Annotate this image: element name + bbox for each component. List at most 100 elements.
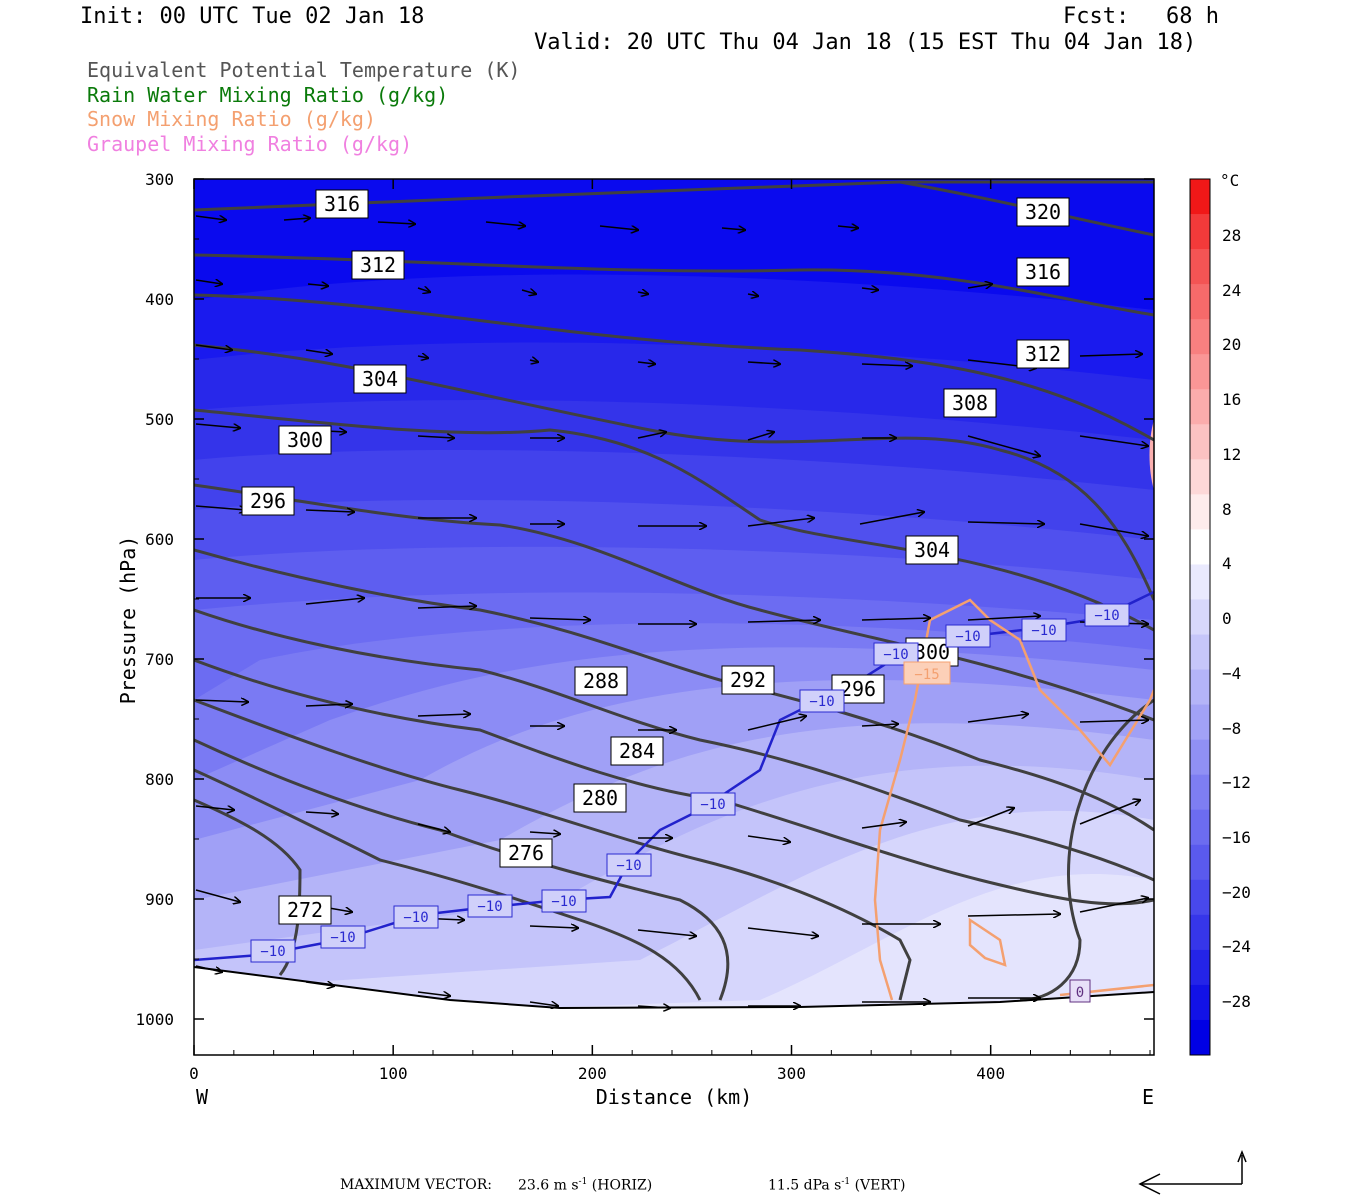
- wind-vector: [417, 992, 450, 996]
- colorbar-swatch: [1190, 879, 1210, 916]
- wind-vector: [967, 808, 1014, 827]
- colorbar-tick-label: 4: [1222, 554, 1232, 573]
- legend-snow: Snow Mixing Ratio (g/kg): [87, 107, 376, 131]
- y-tick-label: 300: [145, 170, 174, 189]
- wind-vector: [305, 510, 354, 512]
- svg-text:276: 276: [508, 841, 544, 865]
- init-time: Init: 00 UTC Tue 02 Jan 18: [80, 4, 425, 29]
- svg-text:280: 280: [582, 786, 618, 810]
- wind-vector: [967, 284, 992, 288]
- wind-vector: [599, 225, 638, 230]
- svg-text:292: 292: [730, 668, 766, 692]
- y-tick-label: 600: [145, 530, 174, 549]
- wind-vector: [637, 362, 655, 364]
- wind-vector: [417, 823, 450, 832]
- zero-contour-label: 0: [1069, 979, 1091, 1003]
- reference-vector-icon: [1138, 1149, 1247, 1195]
- theta-e-label: 276: [499, 838, 553, 868]
- colorbar-swatch: [1190, 459, 1210, 495]
- colorbar-swatch: [1190, 599, 1210, 636]
- wind-vector: [195, 280, 222, 284]
- colorbar-tick-label: −12: [1222, 773, 1251, 792]
- legend-graupel: Graupel Mixing Ratio (g/kg): [87, 132, 413, 156]
- colorbar-swatch: [1190, 284, 1210, 320]
- wind-vector: [747, 716, 806, 731]
- svg-text:−10: −10: [330, 930, 355, 946]
- max-vector-vert: 11.5 dPa s-1 (VERT): [768, 1177, 906, 1194]
- colorbar-tick-label: −16: [1222, 828, 1251, 847]
- svg-text:300: 300: [914, 640, 950, 664]
- temperature-colorbar: 28 24 20 16 12 8 4 0 −4 −8 −12 −16 −20 −24 −28: [1189, 178, 1251, 1056]
- wind-vector: [485, 221, 525, 226]
- svg-text:296: 296: [840, 677, 876, 701]
- wind-vector: [529, 926, 578, 928]
- wind-vector: [1079, 523, 1148, 536]
- wind-vector: [747, 835, 790, 842]
- colorbar-tick-label: 28: [1222, 226, 1241, 245]
- svg-text:312: 312: [360, 253, 396, 277]
- y-tick-label: 400: [145, 290, 174, 309]
- svg-text:−10: −10: [809, 694, 834, 710]
- valid-time: Valid: 20 UTC Thu 04 Jan 18 (15 EST Thu …: [534, 30, 1197, 55]
- ground-line: [193, 966, 1155, 1010]
- wind-vector: [837, 226, 858, 228]
- wind-vector: [417, 714, 470, 716]
- wind-vector: [967, 714, 1028, 723]
- colorbar-swatch: [1190, 634, 1210, 671]
- theta-e-label: 288: [574, 666, 628, 696]
- wind-vector: [861, 364, 912, 366]
- plot-frame: [193, 178, 1155, 1056]
- svg-text:−10: −10: [616, 858, 641, 874]
- colorbar-swatch: [1190, 179, 1210, 215]
- forecast-hour: 68 h: [1166, 4, 1219, 29]
- theta-e-label: 280: [573, 783, 627, 813]
- isotherm-label: −10: [320, 925, 366, 949]
- theta-e-label: 292: [721, 665, 775, 695]
- max-vector-label: MAXIMUM VECTOR:: [340, 1177, 492, 1193]
- colorbar-swatch: [1190, 774, 1210, 811]
- svg-text:316: 316: [1025, 260, 1061, 284]
- colorbar-swatch: [1190, 529, 1210, 565]
- colorbar-swatch: [1190, 389, 1210, 425]
- wind-vector: [747, 362, 780, 364]
- colorbar-swatch: [1190, 669, 1210, 706]
- colorbar-swatch: [1190, 844, 1210, 881]
- y-tick-label: 900: [145, 890, 174, 909]
- wind-vector: [1079, 720, 1148, 722]
- colorbar-tick-label: 16: [1222, 390, 1241, 409]
- svg-text:304: 304: [362, 367, 398, 391]
- svg-text:−10: −10: [477, 899, 502, 915]
- isotherm-label: −10: [1084, 603, 1130, 627]
- wind-vector: [637, 432, 666, 439]
- x-tick-label: 400: [976, 1064, 1005, 1083]
- colorbar-tick-label: −28: [1222, 992, 1251, 1011]
- y-tick-label: 700: [145, 650, 174, 669]
- colorbar-swatch: [1190, 354, 1210, 390]
- colorbar-swatch: [1190, 214, 1210, 250]
- x-axis-east-label: E: [1142, 1085, 1154, 1109]
- legend-rain: Rain Water Mixing Ratio (g/kg): [87, 83, 449, 107]
- theta-e-label: 300: [278, 425, 332, 455]
- wind-vector: [195, 700, 248, 702]
- colorbar-tick-label: −20: [1222, 883, 1251, 902]
- isotherm-labels: −10 −10 −10 −10 −10 −10 −10 −10 −10 −10 −10 −10: [250, 603, 1130, 963]
- svg-text:312: 312: [1025, 342, 1061, 366]
- y-tick-label: 1000: [135, 1010, 174, 1029]
- x-tick-label: 300: [777, 1064, 806, 1083]
- colorbar-swatch: [1190, 949, 1210, 986]
- colorbar-swatch: [1190, 319, 1210, 355]
- colorbar-swatch: [1190, 424, 1210, 460]
- isotherm-label: −10: [467, 894, 513, 918]
- theta-e-label: 284: [610, 736, 664, 766]
- snow-contour-label: −15: [903, 661, 951, 685]
- wind-vector: [861, 724, 898, 726]
- isotherm-label: −10: [393, 905, 439, 929]
- colorbar-swatch: [1190, 494, 1210, 530]
- wind-vector: [529, 360, 538, 362]
- max-vector-horiz: 23.6 m s-1 (HORIZ): [518, 1177, 653, 1194]
- wind-vector: [305, 350, 332, 354]
- wind-vector: [283, 218, 310, 220]
- theta-e-labels: 316 312 304 300 296 320 316 312 308 304 300 296 292 2…: [241, 189, 1070, 925]
- colorbar-frame: [1189, 178, 1211, 1056]
